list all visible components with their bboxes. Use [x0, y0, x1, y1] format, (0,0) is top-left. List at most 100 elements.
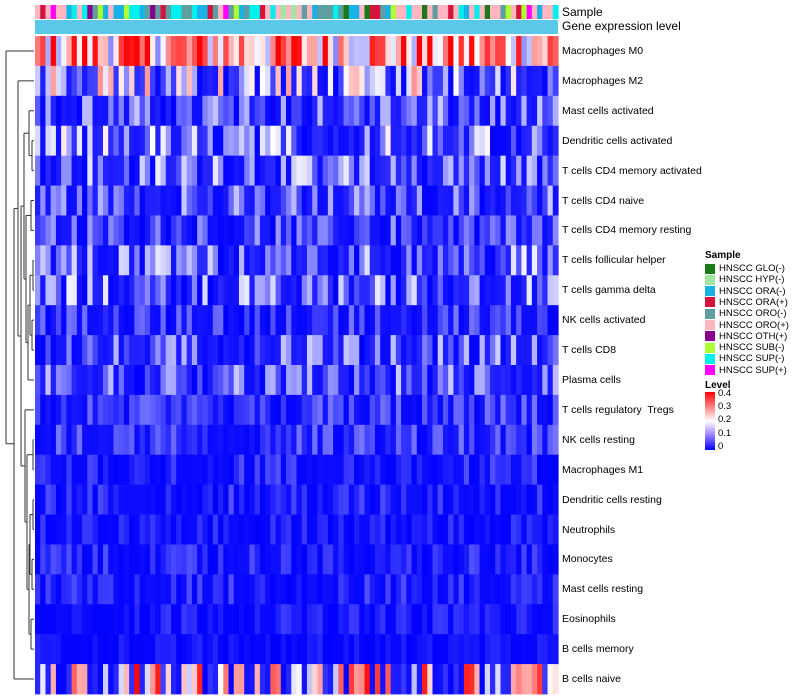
heatmap-cell	[108, 365, 115, 396]
heatmap-cell	[354, 305, 360, 336]
heatmap-cell	[432, 185, 439, 216]
heatmap-cell	[301, 95, 308, 127]
heatmap-cell	[197, 514, 203, 545]
heatmap-cell	[333, 604, 339, 635]
heatmap-cell	[286, 514, 292, 545]
heatmap-cell	[474, 215, 481, 246]
heatmap-cell	[531, 95, 538, 127]
sample-annotation-cell	[223, 5, 230, 19]
heatmap-cell	[76, 95, 83, 127]
heatmap-cell	[249, 245, 256, 276]
heatmap-cell	[218, 36, 224, 67]
heatmap-cell	[374, 454, 381, 486]
heatmap-cell	[495, 454, 502, 486]
heatmap-cell	[238, 514, 245, 545]
heatmap-cell	[385, 275, 392, 306]
heatmap-cell	[108, 245, 115, 276]
heatmap-cell	[170, 544, 177, 575]
heatmap-cell	[270, 245, 277, 276]
heatmap-cell	[542, 664, 549, 695]
heatmap-cell	[327, 454, 334, 486]
heatmap-cell	[66, 36, 73, 67]
heatmap-cell	[495, 574, 502, 605]
heatmap-cell	[385, 454, 392, 486]
heatmap-cell	[338, 664, 345, 695]
heatmap-cell	[139, 125, 146, 157]
heatmap-cell	[254, 634, 261, 665]
heatmap-cell	[50, 185, 57, 216]
sample-annotation-cell	[55, 5, 62, 19]
heatmap-cell	[505, 634, 512, 665]
heatmap-cell	[55, 245, 62, 276]
heatmap-cell	[191, 634, 198, 665]
heatmap-cell	[364, 36, 371, 67]
heatmap-cell	[50, 305, 57, 336]
heatmap-cell	[453, 275, 460, 306]
heatmap-cell	[176, 574, 183, 605]
heatmap-cell	[490, 185, 496, 216]
heatmap-cell	[521, 454, 528, 486]
heatmap-cell	[265, 275, 271, 306]
heatmap-cell	[374, 394, 381, 426]
heatmap-cell	[463, 634, 470, 665]
heatmap-cell	[108, 185, 115, 216]
heatmap-cell	[348, 424, 355, 456]
sample-annotation-cell	[197, 5, 203, 19]
heatmap-cell	[165, 544, 172, 575]
heatmap-cell	[134, 604, 141, 635]
heatmap-cell	[176, 65, 183, 97]
heatmap-cell	[322, 155, 329, 186]
heatmap-cell	[317, 664, 324, 695]
heatmap-cell	[390, 424, 397, 456]
heatmap-cell	[233, 36, 240, 67]
heatmap-cell	[280, 544, 287, 575]
heatmap-cell	[50, 155, 57, 186]
heatmap-cell	[254, 95, 261, 127]
legend-item: HNSCC SUP(-)	[705, 353, 784, 364]
heatmap-cell	[338, 335, 345, 366]
heatmap-cell	[280, 514, 287, 545]
heatmap-cell	[547, 275, 554, 306]
heatmap-cell	[129, 95, 135, 127]
heatmap-cell	[484, 365, 491, 396]
heatmap-cell	[442, 335, 449, 366]
heatmap-cell	[50, 245, 57, 276]
heatmap-cell	[165, 215, 172, 246]
heatmap-cell	[380, 155, 387, 186]
heatmap-cell	[500, 95, 507, 127]
heatmap-cell	[416, 215, 423, 246]
heatmap-cell	[150, 544, 156, 575]
heatmap-cell	[516, 185, 522, 216]
heatmap-cell	[228, 664, 235, 695]
heatmap-cell	[45, 514, 52, 545]
heatmap-cell	[348, 245, 355, 276]
heatmap-cell	[547, 155, 554, 186]
heatmap-cell	[61, 65, 67, 97]
heatmap-cell	[76, 664, 83, 695]
row-label: Mast cells activated	[562, 104, 654, 117]
heatmap-cell	[286, 604, 292, 635]
heatmap-cell	[458, 574, 465, 605]
heatmap-cell	[291, 484, 298, 515]
heatmap-cell	[207, 574, 214, 605]
heatmap-cell	[223, 125, 230, 157]
heatmap-cell	[401, 335, 407, 366]
heatmap-cell	[547, 604, 554, 635]
heatmap-cell	[76, 604, 83, 635]
heatmap-cell	[155, 544, 162, 575]
heatmap-cell	[364, 305, 371, 336]
heatmap-cell	[411, 335, 418, 366]
legend-label: HNSCC OTH(+)	[719, 330, 788, 342]
heatmap-cell	[191, 514, 198, 545]
heatmap-cell	[71, 394, 78, 426]
heatmap-cell	[317, 245, 324, 276]
heatmap-cell	[197, 454, 203, 486]
heatmap-cell	[244, 95, 251, 127]
heatmap-cell	[526, 185, 533, 216]
heatmap-cell	[348, 215, 355, 246]
heatmap-cell	[422, 215, 428, 246]
heatmap-cell	[207, 305, 214, 336]
heatmap-cell	[165, 365, 172, 396]
heatmap-cell	[296, 36, 303, 67]
heatmap-cell	[495, 664, 502, 695]
